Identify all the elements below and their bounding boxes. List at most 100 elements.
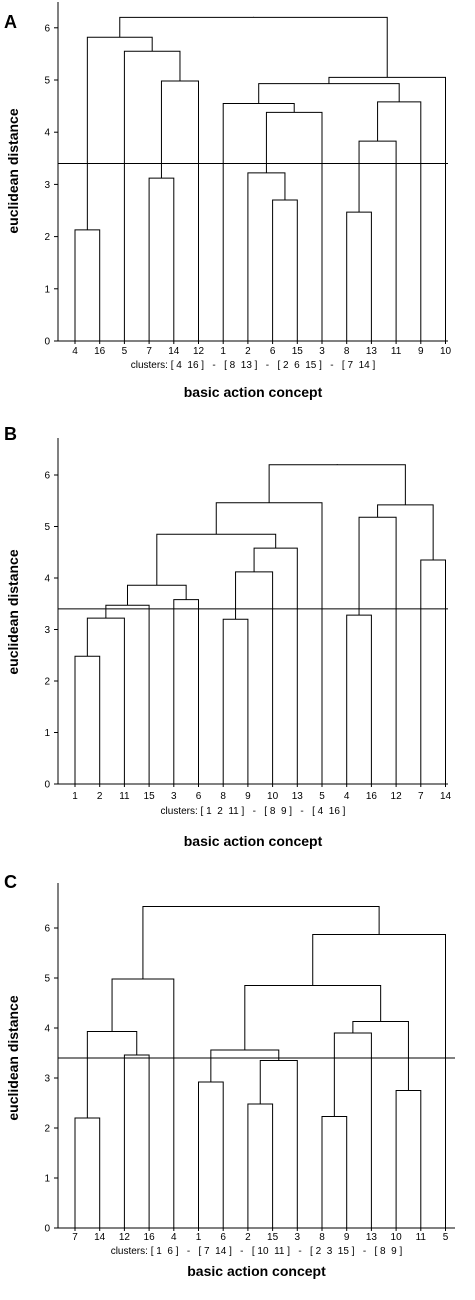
leaf-label: 2 [97, 791, 103, 802]
dendrogram-panel-a: A euclidean distance basic action concep… [0, 0, 475, 420]
dendrogram-link [358, 140, 397, 341]
panel-letter: A [4, 12, 17, 32]
dendrogram-link [265, 111, 323, 341]
y-tick-label: 3 [44, 625, 50, 636]
leaf-label: 16 [144, 1232, 156, 1243]
dendrogram-link [148, 177, 175, 341]
leaf-label: 3 [319, 346, 325, 357]
leaf-label: 1 [196, 1232, 202, 1243]
y-tick-label: 1 [44, 1174, 50, 1185]
leaf-label: 15 [267, 1232, 279, 1243]
dendrogram-link [126, 584, 187, 606]
dendrogram-link [198, 1081, 224, 1228]
leaf-label: 10 [267, 791, 279, 802]
dendrogram-link [222, 102, 295, 341]
dendrogram-link [333, 1032, 372, 1228]
leaf-label: 11 [391, 346, 402, 357]
leaf-label: 7 [146, 346, 152, 357]
leaf-label: 4 [344, 791, 350, 802]
leaf-label: 15 [144, 791, 156, 802]
leaf-label: 14 [440, 791, 452, 802]
dendrogram-link [420, 559, 446, 784]
dendrogram-link [222, 618, 249, 784]
y-tick-label: 0 [44, 1224, 50, 1235]
y-tick-label: 5 [44, 974, 50, 985]
dendrogram-b-svg: B euclidean distance basic action concep… [4, 424, 452, 849]
y-tick-label: 5 [44, 76, 50, 87]
dendrogram-link [235, 571, 274, 784]
dendrogram-link [105, 604, 150, 784]
dendrogram-link [259, 1060, 298, 1228]
leaf-label: 5 [319, 791, 325, 802]
leaf-label: 12 [119, 1232, 131, 1243]
dendrogram-link [395, 1090, 422, 1228]
dendrogram-link [74, 229, 101, 341]
x-axis-label: basic action concept [184, 833, 323, 849]
axes: 0 1 2 3 4 5 6 [44, 438, 448, 791]
dendrogram-panel-c: C euclidean distance basic action concep… [0, 858, 475, 1300]
dendrogram-link [119, 16, 388, 78]
leaf-label: 1 [220, 346, 226, 357]
dendrogram-link [86, 617, 125, 784]
leaf-label: 16 [366, 791, 378, 802]
leaf-label: 13 [366, 1232, 378, 1243]
leaf-label: 4 [72, 346, 78, 357]
leaf-label: 3 [171, 791, 177, 802]
y-tick-label: 4 [44, 574, 50, 585]
dendrogram-link [142, 906, 380, 979]
dendrogram-link [86, 36, 153, 230]
leaf-label: 4 [171, 1232, 177, 1243]
dendrogram-link [160, 80, 199, 341]
leaf-label: 11 [416, 1232, 427, 1243]
dendrogram-link [312, 934, 446, 1228]
leaf-labels: 4 16 5 7 14 12 1 2 6 15 3 8 13 11 9 10 [72, 346, 451, 357]
dendrogram-link [258, 83, 400, 104]
y-tick-label: 2 [44, 232, 50, 243]
leaf-label: 13 [292, 791, 304, 802]
dendrogram-link [86, 1031, 138, 1118]
dendrogram-link [272, 199, 298, 341]
dendrogram-link [377, 504, 434, 560]
dendrogram-link [358, 516, 397, 784]
y-tick-label: 6 [44, 471, 50, 482]
x-axis-label: basic action concept [187, 1263, 326, 1279]
dendrogram-a-svg: A euclidean distance basic action concep… [4, 2, 451, 400]
clusters-caption: clusters: [ 1 6 ] - [ 7 14 ] - [ 10 11 ]… [111, 1246, 403, 1257]
y-tick-label: 3 [44, 180, 50, 191]
leaf-label: 2 [245, 1232, 251, 1243]
dendrogram-c-svg: C euclidean distance basic action concep… [4, 872, 455, 1279]
dendrogram-link [346, 614, 372, 784]
dendrogram-link [74, 655, 101, 784]
dendrogram-link [74, 1117, 101, 1228]
axes: 0 1 2 3 4 5 6 [44, 883, 455, 1235]
leaf-label: 6 [270, 346, 276, 357]
leaf-label: 6 [220, 1232, 226, 1243]
clusters-caption: clusters: [ 4 16 ] - [ 8 13 ] - [ 2 6 15… [131, 360, 376, 371]
dendrogram-link [253, 547, 298, 784]
leaf-label: 9 [418, 346, 424, 357]
y-tick-label: 6 [44, 924, 50, 935]
leaf-label: 2 [245, 346, 251, 357]
leaf-label: 14 [168, 346, 180, 357]
leaf-label: 10 [440, 346, 452, 357]
axes: 0 1 2 3 4 5 6 [44, 2, 448, 348]
dendrogram-link [123, 50, 181, 341]
y-axis-label: euclidean distance [5, 995, 21, 1120]
leaf-label: 12 [391, 791, 403, 802]
leaf-label: 3 [295, 1232, 301, 1243]
dendrogram-branches [58, 464, 448, 784]
y-tick-label: 5 [44, 522, 50, 533]
y-axis-label: euclidean distance [5, 549, 21, 674]
dendrogram-link [123, 1054, 150, 1228]
leaf-label: 14 [94, 1232, 106, 1243]
dendrogram-link [244, 985, 382, 1050]
dendrogram-branches [58, 16, 448, 341]
y-axis-label: euclidean distance [5, 108, 21, 233]
y-tick-label: 1 [44, 284, 50, 295]
dendrogram-link [268, 464, 406, 505]
y-tick-label: 4 [44, 1024, 50, 1035]
leaf-label: 8 [220, 791, 226, 802]
leaf-label: 8 [319, 1232, 325, 1243]
dendrogram-link [346, 211, 372, 341]
leaf-label: 5 [122, 346, 128, 357]
